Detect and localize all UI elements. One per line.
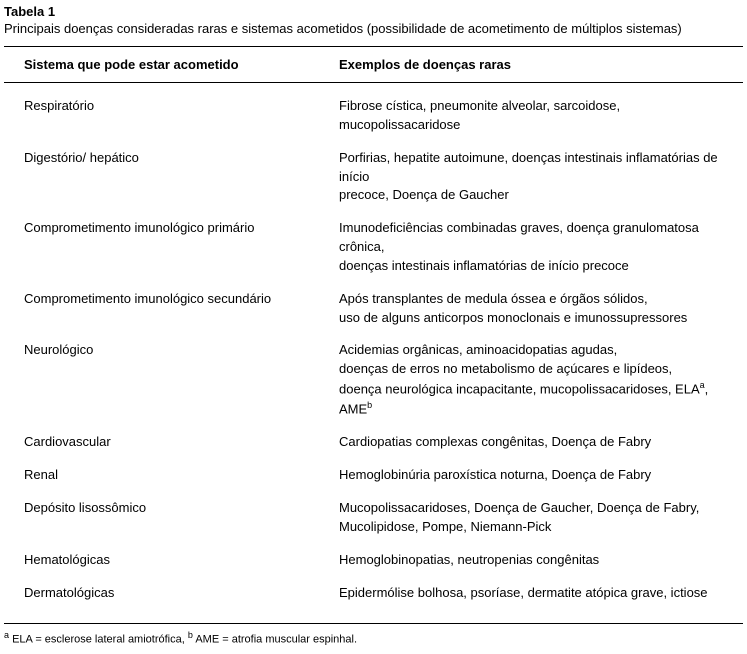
- table-number: Tabela 1: [4, 4, 743, 19]
- examples-cell: Hemoglobinopatias, neutropenias congênit…: [319, 537, 743, 570]
- col-header-examples: Exemplos de doenças raras: [319, 47, 743, 83]
- table-body: RespiratórioFibrose cística, pneumonite …: [4, 83, 743, 624]
- table-row: Depósito lisossômicoMucopolissacaridoses…: [4, 485, 743, 537]
- table-header-row: Sistema que pode estar acometido Exemplo…: [4, 47, 743, 83]
- system-cell: Dermatológicas: [4, 570, 319, 623]
- system-cell: Renal: [4, 452, 319, 485]
- table-footnotes: a ELA = esclerose lateral amiotrófica, b…: [4, 630, 743, 647]
- system-cell: Cardiovascular: [4, 419, 319, 452]
- examples-cell: Cardiopatias complexas congênitas, Doenç…: [319, 419, 743, 452]
- examples-cell: Porfirias, hepatite autoimune, doenças i…: [319, 135, 743, 206]
- table-figure: Tabela 1 Principais doenças consideradas…: [0, 0, 747, 654]
- system-cell: Digestório/ hepático: [4, 135, 319, 206]
- examples-cell: Imunodeficiências combinadas graves, doe…: [319, 205, 743, 276]
- system-cell: Depósito lisossômico: [4, 485, 319, 537]
- examples-cell: Acidemias orgânicas, aminoacidopatias ag…: [319, 327, 743, 419]
- col-header-system: Sistema que pode estar acometido: [4, 47, 319, 83]
- diseases-table: Sistema que pode estar acometido Exemplo…: [4, 46, 743, 624]
- system-cell: Comprometimento imunológico primário: [4, 205, 319, 276]
- examples-cell: Após transplantes de medula óssea e órgã…: [319, 276, 743, 328]
- examples-cell: Epidermólise bolhosa, psoríase, dermatit…: [319, 570, 743, 623]
- table-caption: Principais doenças consideradas raras e …: [4, 21, 743, 36]
- table-row: Comprometimento imunológico primárioImun…: [4, 205, 743, 276]
- system-cell: Comprometimento imunológico secundário: [4, 276, 319, 328]
- table-row: RespiratórioFibrose cística, pneumonite …: [4, 97, 743, 135]
- system-cell: Respiratório: [4, 97, 319, 135]
- spacer-row: [4, 83, 743, 98]
- table-row: CardiovascularCardiopatias complexas con…: [4, 419, 743, 452]
- system-cell: Hematológicas: [4, 537, 319, 570]
- examples-cell: Fibrose cística, pneumonite alveolar, sa…: [319, 97, 743, 135]
- table-row: DermatológicasEpidermólise bolhosa, psor…: [4, 570, 743, 623]
- table-row: NeurológicoAcidemias orgânicas, aminoaci…: [4, 327, 743, 419]
- table-row: HematológicasHemoglobinopatias, neutrope…: [4, 537, 743, 570]
- table-row: RenalHemoglobinúria paroxística noturna,…: [4, 452, 743, 485]
- table-row: Digestório/ hepáticoPorfirias, hepatite …: [4, 135, 743, 206]
- examples-cell: Hemoglobinúria paroxística noturna, Doen…: [319, 452, 743, 485]
- examples-cell: Mucopolissacaridoses, Doença de Gaucher,…: [319, 485, 743, 537]
- system-cell: Neurológico: [4, 327, 319, 419]
- table-row: Comprometimento imunológico secundárioAp…: [4, 276, 743, 328]
